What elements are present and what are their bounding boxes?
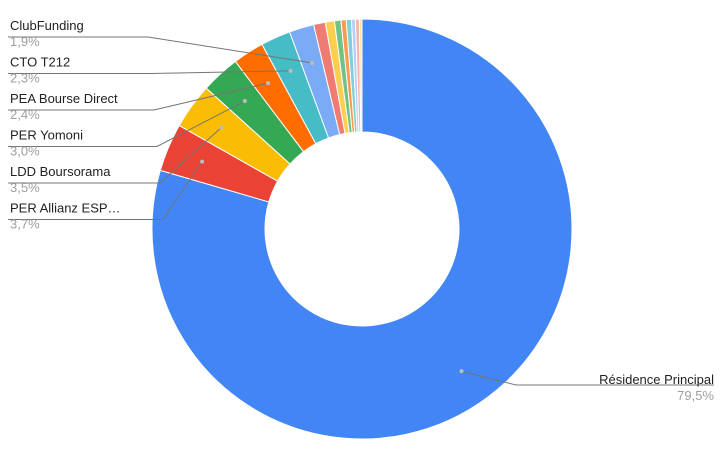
anchor-dot-residence-principal [459, 369, 464, 374]
label-residence-principal: Résidence Principal [599, 372, 714, 387]
anchor-dot-per-yomoni [242, 99, 247, 104]
leader-line-per-allianz-esp [8, 161, 203, 220]
leader-line-pea-bourse-direct [8, 82, 269, 111]
slice-residence-principal [151, 18, 573, 440]
anchor-dot-clubfunding [310, 60, 315, 65]
anchor-dot-cto-t212 [288, 68, 293, 73]
value-residence-principal: 79,5% [677, 388, 714, 403]
label-ldd-boursorama: LDD Boursorama [10, 164, 111, 179]
value-per-allianz-esp: 3,7% [10, 217, 40, 232]
label-pea-bourse-direct: PEA Bourse Direct [10, 91, 118, 106]
leader-line-cto-t212 [8, 70, 291, 74]
value-cto-t212: 2,3% [10, 71, 40, 86]
leader-lines-group [8, 36, 714, 386]
value-per-yomoni: 3,0% [10, 144, 40, 159]
value-ldd-boursorama: 3,5% [10, 180, 40, 195]
leader-line-residence-principal [461, 370, 714, 386]
label-per-allianz-esp: PER Allianz ESP… [10, 201, 121, 216]
anchor-dot-pea-bourse-direct [266, 81, 271, 86]
slices-group [151, 18, 573, 440]
label-cto-t212: CTO T212 [10, 55, 70, 70]
label-per-yomoni: PER Yomoni [10, 128, 83, 143]
anchor-dot-per-allianz-esp [200, 159, 205, 164]
leader-line-per-yomoni [8, 100, 246, 147]
leader-line-clubfunding [8, 36, 313, 64]
anchor-dot-ldd-boursorama [219, 125, 224, 130]
label-clubfunding: ClubFunding [10, 18, 84, 33]
value-pea-bourse-direct: 2,4% [10, 107, 40, 122]
slice-14 [358, 18, 363, 133]
value-clubfunding: 1,9% [10, 34, 40, 49]
leader-line-ldd-boursorama [8, 127, 222, 184]
